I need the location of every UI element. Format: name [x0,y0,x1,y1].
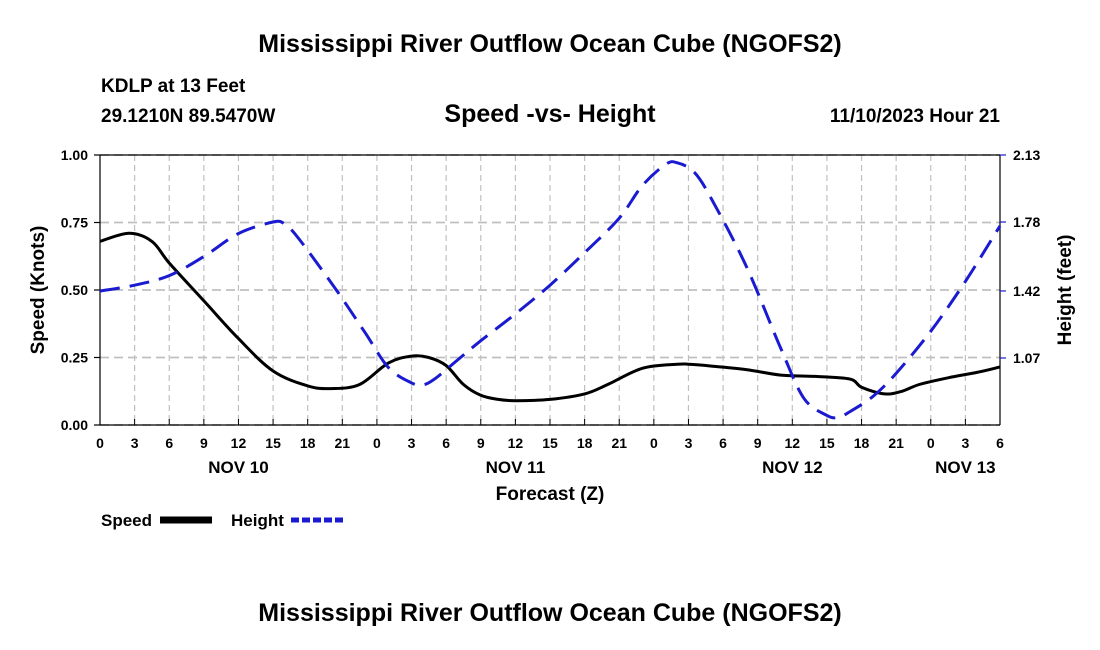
date-label: NOV 10 [208,458,268,477]
x-tick-label: 9 [200,435,208,451]
x-tick-label: 3 [961,435,969,451]
x-tick-label: 6 [165,435,173,451]
x-tick-label: 3 [685,435,693,451]
x-tick-label: 18 [300,435,316,451]
x-tick-label: 18 [854,435,870,451]
x-tick-label: 0 [927,435,935,451]
x-tick-label: 15 [819,435,835,451]
chart-title: Mississippi River Outflow Ocean Cube (NG… [258,30,842,58]
x-tick-label: 12 [231,435,247,451]
x-tick-label: 9 [754,435,762,451]
y-tick-label-left: 0.00 [61,417,88,433]
legend-label-height: Height [231,511,284,530]
x-tick-label: 6 [996,435,1004,451]
footer-title: Mississippi River Outflow Ocean Cube (NG… [258,599,842,627]
x-tick-label: 3 [131,435,139,451]
x-tick-label: 9 [477,435,485,451]
date-label: NOV 13 [935,458,995,477]
y-tick-label-left: 0.75 [61,215,88,231]
chart-subtitle: Speed -vs- Height [444,100,656,128]
height-series-line [99,160,1002,420]
legend-label-speed: Speed [101,511,152,530]
x-tick-label: 15 [265,435,281,451]
y-tick-label-left: 1.00 [61,147,88,163]
location-label: 29.1210N 89.5470W [101,106,276,127]
x-axis-label: Forecast (Z) [496,484,605,505]
y-tick-label-right: 1.07 [1013,350,1040,366]
x-tick-label: 18 [577,435,593,451]
x-tick-label: 21 [888,435,904,451]
x-tick-label: 3 [408,435,416,451]
x-tick-label: 15 [542,435,558,451]
x-tick-label: 0 [373,435,381,451]
date-label: NOV 11 [486,458,546,477]
station-label: KDLP at 13 Feet [101,76,246,97]
x-tick-label: 6 [442,435,450,451]
y-axis-label-right: Height (feet) [1055,235,1076,346]
x-tick-label: 21 [335,435,351,451]
x-tick-label: 0 [96,435,104,451]
y-tick-label-right: 1.78 [1013,214,1040,230]
y-tick-label-right: 1.42 [1013,283,1040,299]
y-tick-label-right: 2.13 [1013,147,1040,163]
y-tick-label-left: 0.50 [61,282,88,298]
x-tick-label: 12 [785,435,801,451]
speed-series-line [99,231,1001,403]
x-tick-label: 6 [719,435,727,451]
x-tick-label: 12 [508,435,524,451]
datetime-label: 11/10/2023 Hour 21 [829,106,1000,127]
y-tick-label-left: 0.25 [61,350,88,366]
date-label: NOV 12 [762,458,822,477]
x-tick-label: 0 [650,435,658,451]
x-tick-label: 21 [611,435,627,451]
y-axis-label-left: Speed (Knots) [28,226,49,355]
